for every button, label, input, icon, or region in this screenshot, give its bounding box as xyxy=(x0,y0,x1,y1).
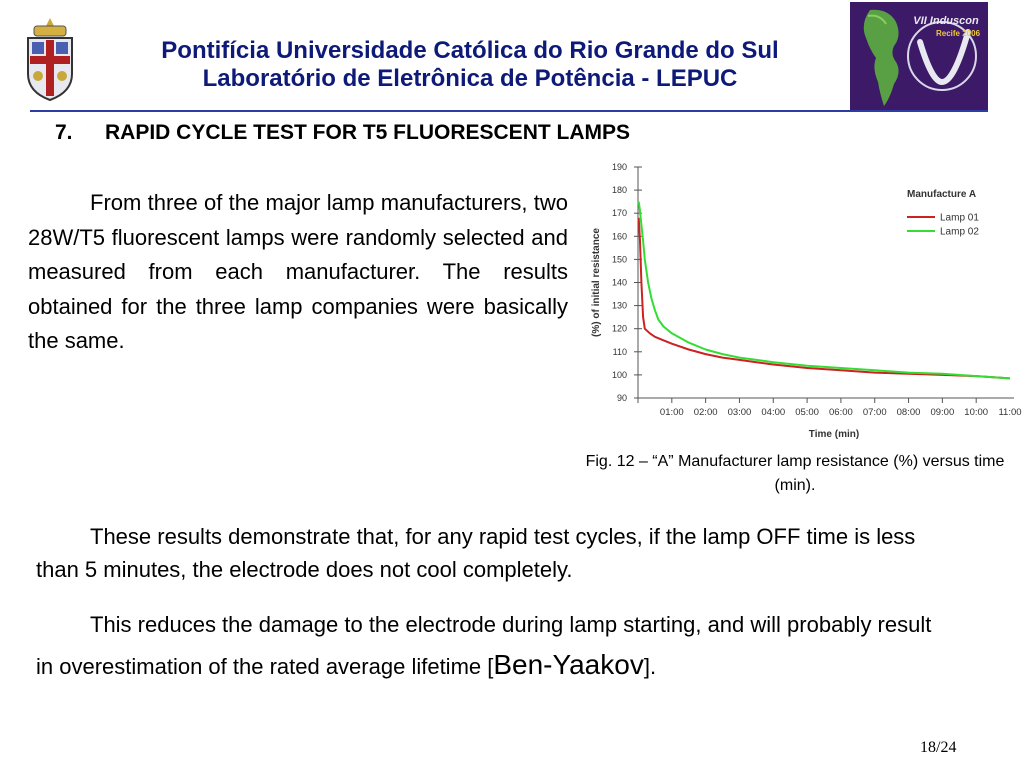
y-tick-label: 150 xyxy=(612,254,627,264)
x-tick-label: 05:00 xyxy=(795,407,819,418)
x-tick-label: 08:00 xyxy=(897,407,921,418)
resistance-chart: 90 100 110 120 130 140 150 160 170 180 190 01:00 02:… xyxy=(591,162,1022,440)
series-line-2 xyxy=(637,201,1011,380)
slide-header: Pontifícia Universidade Católica do Rio … xyxy=(0,0,1024,112)
x-tick-label: 11:00 xyxy=(998,407,1021,418)
legend-entry: Lamp 02 xyxy=(940,227,979,238)
x-tick-label: 10:00 xyxy=(964,407,988,418)
y-axis-label: (%) of initial resistance xyxy=(591,228,602,337)
x-tick-label: 04:00 xyxy=(761,407,785,418)
paragraph-results: These results demonstrate that, for any … xyxy=(36,524,916,582)
paragraph-conclusion: This reduces the damage to the electrode… xyxy=(36,605,948,687)
chart-legend: Manufacture A Lamp 01 Lamp 02 xyxy=(907,189,979,238)
conference-logo-icon: VII Induscon Recife 2006 xyxy=(850,2,988,110)
y-tick-label: 170 xyxy=(612,208,627,218)
y-tick-label: 180 xyxy=(612,185,627,195)
chart-series-layer xyxy=(637,201,1011,380)
y-tick-label: 90 xyxy=(617,393,627,403)
y-tick-label: 160 xyxy=(612,231,627,241)
header-divider xyxy=(30,110,988,112)
x-tick-label: 02:00 xyxy=(694,407,718,418)
y-tick-label: 100 xyxy=(612,370,627,380)
y-tick-label: 110 xyxy=(613,347,627,357)
chart-axes: 90 100 110 120 130 140 150 160 170 180 190 01:00 02:… xyxy=(591,162,1022,440)
legend-entry: Lamp 01 xyxy=(940,213,979,224)
y-tick-label: 140 xyxy=(612,278,627,288)
section-number: 7. xyxy=(55,121,73,144)
x-tick-label: 09:00 xyxy=(930,407,954,418)
legend-title: Manufacture A xyxy=(907,189,976,200)
paragraph-intro: From three of the major lamp manufacture… xyxy=(28,190,568,353)
figure-caption: Fig. 12 – “A” Manufacturer lamp resistan… xyxy=(585,453,1005,494)
lab-name: Laboratório de Eletrônica de Potência - … xyxy=(202,65,738,92)
y-tick-label: 130 xyxy=(612,301,627,311)
x-tick-label: 06:00 xyxy=(829,407,853,418)
conclusion-text: This reduces the damage to the electrode… xyxy=(36,612,932,679)
university-crest-icon xyxy=(27,18,73,102)
series-line-1 xyxy=(637,217,1011,380)
reference-close: ]. xyxy=(643,654,657,679)
logo-line2: Recife 2006 xyxy=(936,29,981,38)
x-axis-label: Time (min) xyxy=(809,429,859,440)
logo-line1: VII Induscon xyxy=(913,15,979,27)
header-title-block: Pontifícia Universidade Católica do Rio … xyxy=(100,37,840,93)
page-number: 18/24 xyxy=(920,739,957,756)
x-tick-label: 07:00 xyxy=(863,407,887,418)
x-tick-label: 01:00 xyxy=(660,407,684,418)
x-tick-label: 03:00 xyxy=(728,407,752,418)
university-name: Pontifícia Universidade Católica do Rio … xyxy=(161,37,779,64)
section-title: RAPID CYCLE TEST FOR T5 FLUORESCENT LAMP… xyxy=(105,121,631,144)
section-heading: 7. RAPID CYCLE TEST FOR T5 FLUORESCENT LA… xyxy=(55,121,630,145)
y-tick-label: 120 xyxy=(612,324,627,334)
reference-author: Ben-Yaakov xyxy=(493,649,644,680)
y-tick-label: 190 xyxy=(612,162,627,172)
